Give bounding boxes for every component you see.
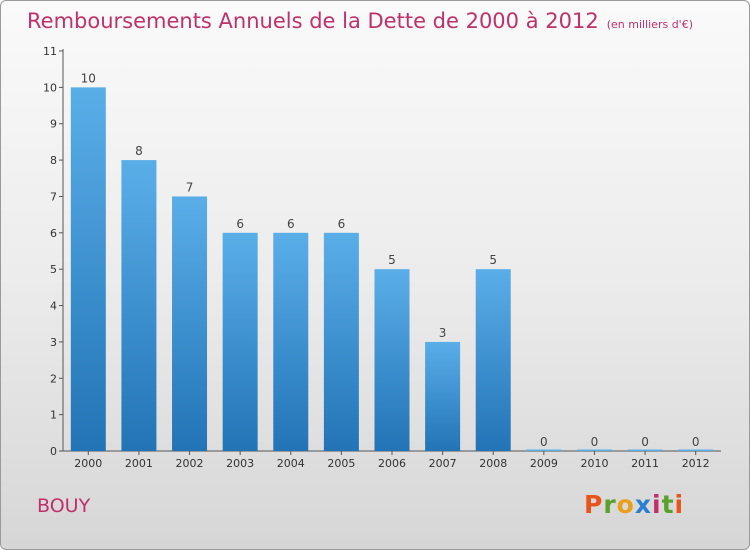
logo-letter: i bbox=[652, 490, 662, 519]
data-label: 0 bbox=[641, 435, 649, 449]
chart-title: Remboursements Annuels de la Dette de 20… bbox=[27, 9, 693, 33]
logo-letter: i bbox=[674, 490, 685, 519]
y-tick-label: 8 bbox=[50, 154, 57, 167]
x-tick-label: 2011 bbox=[631, 457, 659, 470]
y-tick-label: 11 bbox=[43, 45, 57, 58]
y-tick-label: 3 bbox=[50, 336, 57, 349]
bar bbox=[425, 341, 461, 451]
x-tick-label: 2012 bbox=[682, 457, 710, 470]
bar bbox=[374, 269, 410, 451]
y-tick-label: 9 bbox=[50, 118, 57, 131]
bar bbox=[273, 232, 309, 451]
y-tick-label: 5 bbox=[50, 263, 57, 276]
x-tick-label: 2004 bbox=[277, 457, 305, 470]
bar bbox=[475, 269, 511, 451]
data-label: 0 bbox=[591, 435, 599, 449]
x-tick-label: 2005 bbox=[327, 457, 355, 470]
x-tick-label: 2006 bbox=[378, 457, 406, 470]
x-tick-label: 2009 bbox=[530, 457, 558, 470]
bar bbox=[222, 232, 258, 451]
x-tick-label: 2008 bbox=[479, 457, 507, 470]
data-label: 3 bbox=[439, 326, 447, 340]
y-tick-label: 10 bbox=[43, 81, 57, 94]
x-tick-label: 2001 bbox=[125, 457, 153, 470]
logo-letter: o bbox=[616, 490, 635, 519]
x-tick-label: 2000 bbox=[74, 457, 102, 470]
logo-letter: t bbox=[661, 490, 675, 519]
data-label: 0 bbox=[540, 435, 548, 449]
bar bbox=[323, 232, 359, 451]
proxiti-logo: Proxiti bbox=[584, 490, 684, 519]
bar bbox=[172, 196, 208, 451]
x-tick-label: 2007 bbox=[429, 457, 457, 470]
y-tick-label: 7 bbox=[50, 190, 57, 203]
bar bbox=[678, 449, 714, 451]
y-tick-label: 4 bbox=[50, 300, 57, 313]
logo-letter: x bbox=[634, 490, 652, 519]
x-tick-label: 2002 bbox=[176, 457, 204, 470]
data-label: 6 bbox=[287, 217, 295, 231]
y-tick-label: 0 bbox=[50, 445, 57, 458]
bar bbox=[627, 449, 663, 451]
data-label: 6 bbox=[236, 217, 244, 231]
bar bbox=[70, 87, 106, 451]
commune-name: BOUY bbox=[37, 495, 91, 517]
bar bbox=[121, 160, 157, 451]
x-tick-label: 2010 bbox=[580, 457, 608, 470]
data-label: 5 bbox=[388, 253, 396, 267]
data-label: 6 bbox=[338, 217, 346, 231]
y-tick-label: 1 bbox=[50, 409, 57, 422]
data-label: 5 bbox=[489, 253, 497, 267]
bar bbox=[526, 449, 562, 451]
data-label: 10 bbox=[81, 71, 96, 85]
logo-letter: P bbox=[584, 490, 604, 519]
chart-title-text: Remboursements Annuels de la Dette de 20… bbox=[27, 9, 599, 33]
logo-letter: r bbox=[603, 490, 617, 519]
data-label: 8 bbox=[135, 144, 143, 158]
x-tick-label: 2003 bbox=[226, 457, 254, 470]
y-tick-label: 6 bbox=[50, 227, 57, 240]
data-label: 7 bbox=[186, 180, 194, 194]
bar bbox=[576, 449, 612, 451]
y-tick-label: 2 bbox=[50, 372, 57, 385]
chart-unit: (en milliers d'€) bbox=[606, 18, 693, 31]
data-label: 0 bbox=[692, 435, 700, 449]
